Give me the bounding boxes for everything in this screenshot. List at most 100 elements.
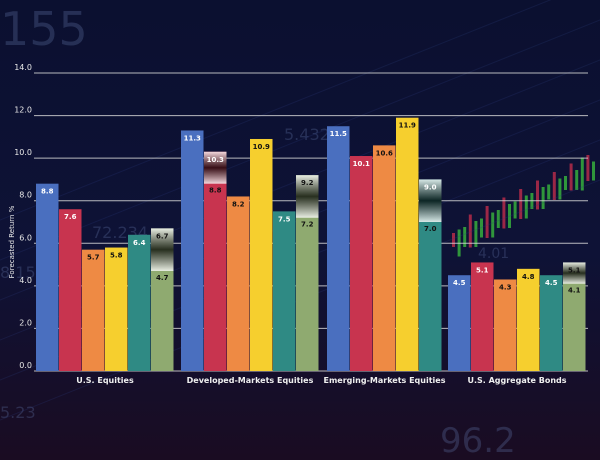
background-candle <box>496 210 500 228</box>
x-category-label: U.S. Aggregate Bonds <box>467 376 566 385</box>
bar-low-label: 4.7 <box>156 274 169 282</box>
bar-value-label: 9.2 <box>301 179 314 187</box>
y-tick-label: 8.0 <box>19 191 32 200</box>
bar <box>373 145 396 371</box>
background-candle <box>536 180 539 210</box>
x-axis: U.S. Equities Developed-Markets Equities E… <box>76 376 567 385</box>
bar <box>517 268 540 371</box>
bar-group: 8.8 7.6 5.7 5.8 6.4 4.7 6.7 <box>36 183 174 371</box>
x-category-label: Emerging-Markets Equities <box>324 376 446 385</box>
bar <box>59 209 82 371</box>
bar-value-label: 4.3 <box>499 283 512 291</box>
bar-group: 11.3 8.8 10.3 8.2 10.9 7.5 7.2 9.2 <box>181 130 319 371</box>
background-candle <box>541 187 545 209</box>
background-candle <box>586 155 590 181</box>
background-candle <box>575 170 579 190</box>
y-axis-label: Forecasted Return % <box>8 205 16 278</box>
bar <box>327 126 350 371</box>
y-tick-label: 6.0 <box>19 233 32 242</box>
background-candle <box>508 204 511 228</box>
bar <box>494 279 517 371</box>
bar-group: 11.5 10.1 10.6 11.9 7.0 9.0 <box>327 117 442 371</box>
background-candle <box>513 201 517 219</box>
bar <box>250 138 273 371</box>
bar <box>227 196 250 371</box>
bar-low-label: 4.1 <box>568 287 581 295</box>
background-candle <box>580 157 584 191</box>
bar-value-label: 6.4 <box>133 239 146 247</box>
bar-low-label: 8.8 <box>209 187 222 195</box>
bars: 8.8 7.6 5.7 5.8 6.4 4.7 6.7 11.3 8.8 10.3 8.2 10.9 7… <box>36 117 586 371</box>
background-number: 8.155 <box>0 263 46 282</box>
bar-value-label: 11.9 <box>399 122 416 130</box>
bar-value-label: 10.3 <box>207 156 224 164</box>
bar-value-label: 6.7 <box>156 232 169 240</box>
background-candle <box>491 212 495 238</box>
background-candle <box>564 176 567 190</box>
bar <box>128 234 151 371</box>
background-number: 96.2 <box>440 421 516 460</box>
bar <box>563 262 586 371</box>
bar-value-label: 10.9 <box>253 143 270 151</box>
bar-value-label: 4.8 <box>522 273 535 281</box>
bar <box>396 117 419 371</box>
background-candle <box>463 227 467 247</box>
range-band <box>296 175 319 218</box>
bar-group: 4.5 5.1 4.3 4.8 4.5 4.1 5.1 <box>448 262 586 371</box>
y-tick-label: 10.0 <box>14 148 32 157</box>
bar-value-label: 8.2 <box>232 200 245 208</box>
bar <box>448 275 471 371</box>
bar-value-label: 8.8 <box>41 188 54 196</box>
background-candle <box>474 221 478 247</box>
bar <box>296 175 319 371</box>
range-band <box>419 179 442 222</box>
bar-value-label: 5.8 <box>110 252 123 260</box>
bar-value-label: 7.5 <box>278 215 291 223</box>
y-axis: 0.0 2.0 4.0 6.0 8.0 10.0 12.0 14.0 <box>14 63 32 370</box>
background-candle <box>480 218 483 238</box>
background-candle <box>485 206 489 238</box>
background-number: 5.432 <box>284 125 330 144</box>
y-tick-label: 14.0 <box>14 63 32 72</box>
bar <box>350 156 373 371</box>
bar <box>82 249 105 371</box>
background-candle <box>452 233 455 247</box>
background-candle <box>524 195 528 219</box>
bar <box>273 211 296 371</box>
bar-value-label: 5.1 <box>476 266 489 274</box>
background-candle <box>519 189 523 219</box>
background-candle <box>552 172 556 200</box>
background-line <box>0 19 600 261</box>
x-category-label: Developed-Markets Equities <box>187 376 314 385</box>
range-band <box>563 262 586 284</box>
background-number: 155 <box>0 2 88 56</box>
background-number: 4.01 <box>478 246 509 262</box>
background-candle <box>547 184 551 200</box>
bar-value-label: 5.7 <box>87 254 100 262</box>
bar-value-label: 9.0 <box>424 183 437 191</box>
background-candle <box>468 214 472 248</box>
y-tick-label: 0.0 <box>19 361 32 370</box>
bar <box>204 151 227 371</box>
bar <box>471 262 494 371</box>
background-line <box>0 0 552 221</box>
range-band <box>151 228 174 271</box>
bar-value-label: 7.6 <box>64 213 77 221</box>
bar <box>540 275 563 371</box>
y-tick-label: 2.0 <box>19 318 32 327</box>
bar <box>105 247 128 371</box>
range-band <box>204 151 227 184</box>
background-number: 5.23 <box>0 403 36 422</box>
bar <box>36 183 59 371</box>
bar-value-label: 11.3 <box>184 134 201 142</box>
x-category-label: U.S. Equities <box>76 376 134 385</box>
bar-value-label: 11.5 <box>330 130 347 138</box>
bar <box>181 130 204 371</box>
y-tick-label: 4.0 <box>19 276 32 285</box>
bar-low-label: 7.0 <box>424 225 437 233</box>
background-candle <box>592 161 595 181</box>
background-candle <box>569 163 573 191</box>
